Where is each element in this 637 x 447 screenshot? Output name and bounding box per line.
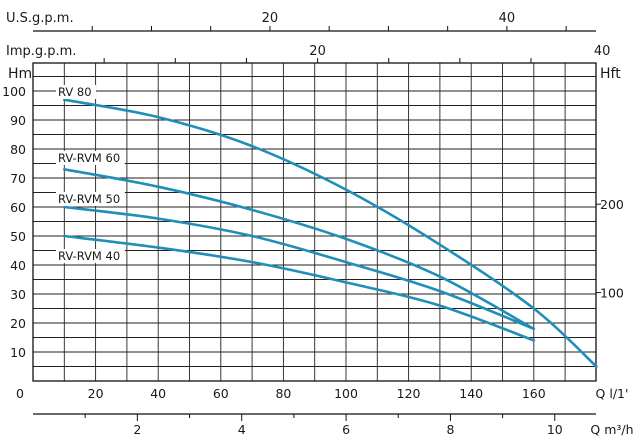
hm-tick-label: 10: [10, 345, 26, 360]
q-tick-label: 80: [275, 386, 291, 401]
series-label: RV-RVM 40: [58, 249, 120, 263]
q-tick-label: 160: [522, 386, 546, 401]
plot-frame: [32, 62, 597, 382]
q-tick-label: 40: [150, 386, 166, 401]
hm-tick-label: 30: [10, 287, 26, 302]
q-tick-label: 140: [459, 386, 483, 401]
series-line-rv-rvm-60: [63, 168, 536, 331]
m3h-tick-label: 6: [342, 422, 350, 437]
m3h-tick-label: 8: [446, 422, 454, 437]
q-tick-label: 60: [213, 386, 229, 401]
q-tick-label: 20: [88, 386, 104, 401]
axes: [32, 26, 601, 421]
hft-tick-label: 100: [600, 286, 624, 301]
hm-tick-label: 20: [10, 316, 26, 331]
us-gpm-tick-label: 40: [499, 11, 516, 26]
series-line-rv-rvm-40: [63, 234, 536, 342]
hm-axis-label: Hm: [8, 66, 32, 82]
m3h-tick-label: 2: [133, 422, 141, 437]
q-tick-label: 100: [334, 386, 358, 401]
hft-axis-label: Hft: [600, 66, 621, 82]
us-gpm-axis-label: U.S.g.p.m.: [6, 11, 74, 26]
series-label-background: [56, 151, 125, 165]
us-gpm-tick-label: 20: [262, 11, 279, 26]
imp-gpm-tick-label: 40: [594, 44, 611, 59]
series-label: RV 80: [58, 85, 92, 99]
curves: [63, 98, 598, 368]
series-line-rv-80: [63, 98, 598, 368]
imp-gpm-tick-label: 20: [309, 44, 326, 59]
hm-tick-label: 90: [10, 113, 26, 128]
hm-tick-label: 70: [10, 171, 26, 186]
q-axis-label: Q l/1': [596, 386, 629, 401]
series-label: RV-RVM 60: [58, 151, 120, 165]
hm-tick-label: 80: [10, 142, 26, 157]
m3h-tick-label: 4: [238, 422, 246, 437]
q-tick-label: 120: [397, 386, 421, 401]
hm-tick-label: 60: [10, 200, 26, 215]
hm-tick-label: 40: [10, 258, 26, 273]
hm-tick-label: 100: [2, 84, 26, 99]
series-label: RV-RVM 50: [58, 192, 120, 206]
m3h-tick-label: 10: [547, 422, 563, 437]
imp-gpm-axis-label: Imp.g.p.m.: [6, 44, 76, 59]
m3h-axis-label: Q m³/h: [590, 422, 633, 437]
series-label-background: [56, 85, 96, 99]
hft-tick-label: 200: [600, 197, 624, 212]
hm-tick-label: 50: [10, 229, 26, 244]
series-label-background: [56, 249, 125, 263]
series-label-background: [56, 192, 125, 206]
series-line-rv-rvm-50: [63, 205, 536, 331]
q-tick-label: 0: [16, 386, 24, 401]
grid: [33, 63, 596, 381]
